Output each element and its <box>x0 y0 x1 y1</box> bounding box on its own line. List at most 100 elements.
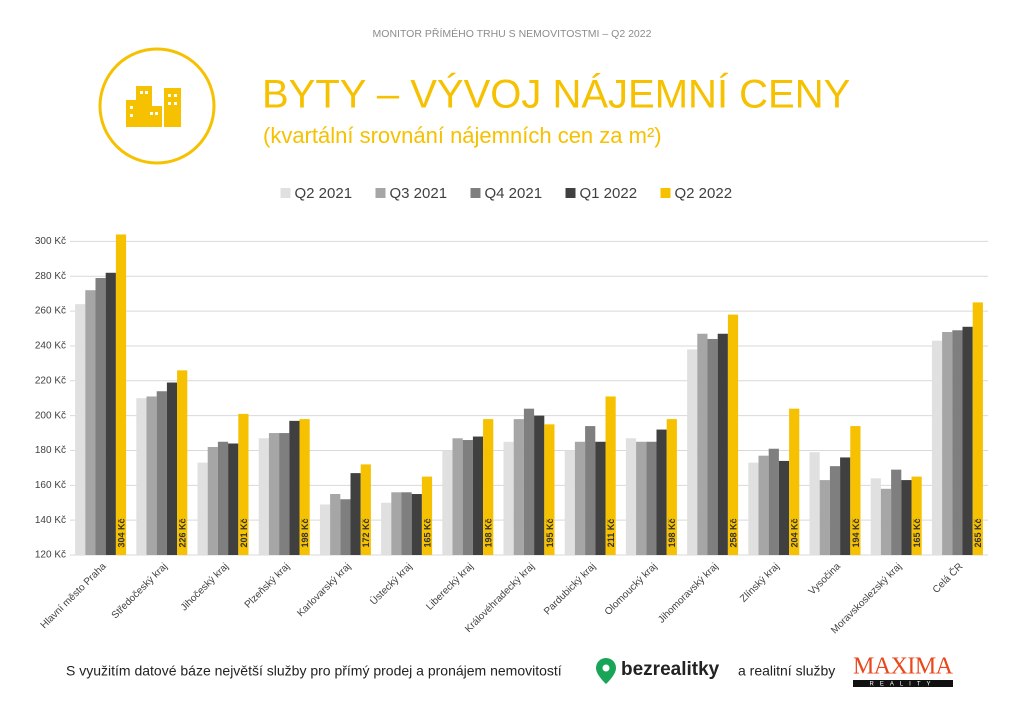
bar <box>299 419 310 555</box>
legend-label: Q3 2021 <box>390 185 448 202</box>
bar <box>809 452 820 555</box>
bar <box>646 441 657 555</box>
bar <box>942 332 953 555</box>
legend-swatch <box>565 188 576 198</box>
bar <box>217 441 229 555</box>
value-label: 204 Kč <box>790 518 800 547</box>
bar <box>687 349 698 555</box>
value-label: 226 Kč <box>178 518 188 547</box>
x-tick-label: Vysočina <box>807 561 844 598</box>
bar <box>115 234 127 555</box>
bar <box>870 478 881 555</box>
bar <box>778 460 790 555</box>
value-label: 194 Kč <box>851 518 861 547</box>
value-label: 211 Kč <box>606 519 616 548</box>
bar <box>952 330 963 555</box>
x-tick-label: Středočeský kraj <box>110 561 170 621</box>
bar <box>727 314 739 555</box>
bar <box>758 455 769 555</box>
bar <box>972 302 983 555</box>
bar <box>503 441 514 555</box>
value-label: 198 Kč <box>667 518 677 547</box>
bar <box>819 480 830 555</box>
logo-subtext: REALITY <box>869 682 936 688</box>
bar <box>717 333 728 555</box>
bar <box>513 419 524 555</box>
bar <box>483 419 494 555</box>
bar <box>146 396 157 555</box>
value-label: 304 Kč <box>116 518 126 547</box>
bar <box>95 278 106 555</box>
value-label: 201 Kč <box>239 518 249 547</box>
x-tick-label: Moravskoslezský kraj <box>829 561 904 636</box>
bar <box>789 408 800 555</box>
y-tick-label: 260 Kč <box>35 306 66 317</box>
bar <box>564 450 575 555</box>
bar <box>829 466 841 555</box>
bezrealitky-logo: bezrealitky <box>596 658 720 684</box>
bar <box>258 438 269 555</box>
value-label: 172 Kč <box>361 518 371 547</box>
bar <box>85 290 96 555</box>
y-tick-label: 160 Kč <box>35 480 66 491</box>
bar <box>697 333 708 555</box>
value-label: 265 Kč <box>973 518 983 547</box>
bar <box>421 476 433 555</box>
bar <box>75 304 86 555</box>
bar <box>289 420 300 555</box>
legend-label: Q1 2022 <box>580 185 638 202</box>
y-tick-label: 200 Kč <box>35 410 66 421</box>
bar <box>136 398 147 555</box>
bar <box>452 438 463 555</box>
bar <box>442 450 453 555</box>
bar <box>625 438 637 555</box>
bar <box>197 462 208 555</box>
bar <box>340 499 351 555</box>
footer-text: S využitím datové báze největší služby p… <box>66 663 562 679</box>
x-tick-label: Hlavní město Praha <box>39 561 109 631</box>
x-tick-label: Jihočeský kraj <box>179 561 231 613</box>
bar <box>534 415 545 555</box>
value-label: 195 Kč <box>545 518 555 547</box>
value-label: 198 Kč <box>484 518 494 547</box>
bar <box>472 436 484 555</box>
bar <box>595 441 606 555</box>
bar <box>238 413 249 555</box>
value-label: 165 Kč <box>912 518 922 547</box>
bar <box>911 476 922 555</box>
bar <box>891 469 902 555</box>
bar <box>544 424 555 555</box>
x-tick-label: Plzeňský kraj <box>243 561 292 610</box>
bar <box>574 441 586 555</box>
bar <box>748 462 759 555</box>
bar <box>156 391 167 555</box>
bar <box>962 326 973 555</box>
legend-swatch <box>470 188 481 198</box>
bar <box>391 492 402 555</box>
y-tick-label: 220 Kč <box>35 375 66 386</box>
bar <box>177 370 188 555</box>
bar <box>666 419 677 555</box>
footer-text: a realitní služby <box>738 663 835 679</box>
legend-swatch <box>280 188 291 198</box>
x-tick-label: Karlovarský kraj <box>295 561 353 619</box>
bar <box>228 443 239 555</box>
bar <box>605 396 616 555</box>
bar <box>636 441 647 555</box>
bar <box>850 426 861 555</box>
x-tick-label: Jihomoravský kraj <box>656 561 720 625</box>
bar <box>279 433 290 555</box>
bar <box>840 457 851 555</box>
page-header: MONITOR PŘÍMÉHO TRHU S NEMOVITOSTMI – Q2… <box>373 27 652 40</box>
bar <box>462 440 473 555</box>
bar <box>166 382 178 555</box>
bar <box>360 464 371 555</box>
x-tick-label: Celá ČR <box>929 560 965 596</box>
y-tick-label: 180 Kč <box>35 445 66 456</box>
bar <box>768 448 779 555</box>
bar <box>880 488 892 555</box>
bar <box>931 340 943 555</box>
y-tick-label: 240 Kč <box>35 341 66 352</box>
bar <box>105 272 116 555</box>
